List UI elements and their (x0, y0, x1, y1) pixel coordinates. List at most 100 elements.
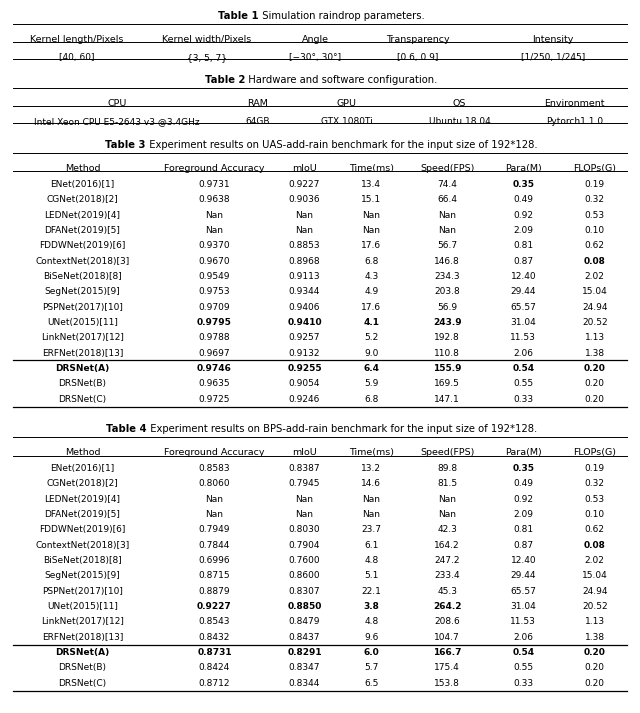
Text: ENet(2016)[1]: ENet(2016)[1] (51, 180, 115, 189)
Text: 4.1: 4.1 (364, 318, 380, 327)
Text: 1.13: 1.13 (585, 333, 605, 342)
Text: 5.9: 5.9 (364, 379, 378, 388)
Text: Nan: Nan (205, 510, 223, 519)
Text: 0.54: 0.54 (512, 364, 534, 373)
Text: 13.4: 13.4 (361, 180, 381, 189)
Text: 0.8850: 0.8850 (287, 602, 322, 611)
Text: 1.13: 1.13 (585, 617, 605, 626)
Text: ERFNet(2018)[13]: ERFNet(2018)[13] (42, 349, 124, 357)
Text: DFANet(2019)[5]: DFANet(2019)[5] (45, 226, 120, 235)
Text: CGNet(2018)[2]: CGNet(2018)[2] (47, 195, 118, 204)
Text: Transparency: Transparency (386, 35, 449, 43)
Text: 264.2: 264.2 (433, 602, 461, 611)
Text: 20.52: 20.52 (582, 318, 607, 327)
Text: 0.8543: 0.8543 (198, 617, 230, 626)
Text: 0.20: 0.20 (585, 663, 605, 672)
Text: 0.87: 0.87 (513, 540, 533, 550)
Text: Hardware and software configuration.: Hardware and software configuration. (243, 75, 438, 85)
Text: 0.8879: 0.8879 (198, 587, 230, 595)
Text: OS: OS (453, 99, 467, 108)
Text: Nan: Nan (205, 495, 223, 503)
Text: 6.4: 6.4 (364, 364, 380, 373)
Text: 0.35: 0.35 (512, 180, 534, 189)
Text: ContextNet(2018)[3]: ContextNet(2018)[3] (35, 257, 130, 265)
Text: 0.32: 0.32 (585, 195, 605, 204)
Text: LEDNet(2019)[4]: LEDNet(2019)[4] (45, 495, 120, 503)
Text: 14.6: 14.6 (361, 479, 381, 488)
Text: 11.53: 11.53 (510, 617, 536, 626)
Text: 0.62: 0.62 (585, 525, 605, 534)
Text: CGNet(2018)[2]: CGNet(2018)[2] (47, 479, 118, 488)
Text: 0.9709: 0.9709 (198, 302, 230, 312)
Text: FDDWNet(2019)[6]: FDDWNet(2019)[6] (39, 241, 125, 250)
Text: 9.0: 9.0 (364, 349, 378, 357)
Text: Table 3  Experiment results on UAS-add-rain benchmark for the input size of 192*: Table 3 Experiment results on UAS-add-ra… (0, 712, 1, 713)
Text: 2.09: 2.09 (513, 510, 533, 519)
Text: Nan: Nan (296, 210, 314, 220)
Text: [0.6, 0.9]: [0.6, 0.9] (397, 53, 438, 62)
Text: 192.8: 192.8 (435, 333, 460, 342)
Text: Nan: Nan (205, 226, 223, 235)
Text: Intensity: Intensity (532, 35, 573, 43)
Text: 166.7: 166.7 (433, 648, 461, 657)
Text: Table 1: Table 1 (218, 11, 259, 21)
Text: 0.9753: 0.9753 (198, 287, 230, 296)
Text: 22.1: 22.1 (361, 587, 381, 595)
Text: ERFNet(2018)[13]: ERFNet(2018)[13] (42, 632, 124, 642)
Text: 0.9227: 0.9227 (289, 180, 320, 189)
Text: 0.7904: 0.7904 (289, 540, 320, 550)
Text: 0.20: 0.20 (585, 679, 605, 687)
Text: 243.9: 243.9 (433, 318, 461, 327)
Text: 0.81: 0.81 (513, 525, 533, 534)
Text: Experiment results on UAS-add-rain benchmark for the input size of 192*128.: Experiment results on UAS-add-rain bench… (143, 140, 538, 150)
Text: Time(ms): Time(ms) (349, 448, 394, 457)
Text: 66.4: 66.4 (437, 195, 457, 204)
Text: 0.8715: 0.8715 (198, 571, 230, 580)
Text: PSPNet(2017)[10]: PSPNet(2017)[10] (42, 302, 123, 312)
Text: FLOPs(G): FLOPs(G) (573, 448, 616, 457)
Text: 0.7600: 0.7600 (289, 556, 320, 565)
Text: 0.32: 0.32 (585, 479, 605, 488)
Text: 0.9113: 0.9113 (289, 272, 320, 281)
Text: Intel Xeon CPU E5-2643 v3 @3.4GHz: Intel Xeon CPU E5-2643 v3 @3.4GHz (34, 117, 200, 126)
Text: Table 3: Table 3 (105, 140, 145, 150)
Text: 0.9036: 0.9036 (289, 195, 320, 204)
Text: 0.8432: 0.8432 (199, 632, 230, 642)
Text: Time(ms): Time(ms) (349, 164, 394, 173)
Text: 31.04: 31.04 (511, 318, 536, 327)
Text: mIoU: mIoU (292, 448, 317, 457)
Text: 0.8712: 0.8712 (198, 679, 230, 687)
Text: Table 2: Table 2 (205, 75, 245, 85)
Text: 42.3: 42.3 (437, 525, 457, 534)
Text: BiSeNet(2018)[8]: BiSeNet(2018)[8] (43, 272, 122, 281)
Text: 0.55: 0.55 (513, 379, 533, 388)
Text: 0.9227: 0.9227 (197, 602, 232, 611)
Text: ENet(2016)[1]: ENet(2016)[1] (51, 464, 115, 473)
Text: 0.9410: 0.9410 (287, 318, 322, 327)
Text: 12.40: 12.40 (511, 556, 536, 565)
Text: 0.92: 0.92 (513, 210, 533, 220)
Text: 1.38: 1.38 (585, 632, 605, 642)
Text: 2.09: 2.09 (513, 226, 533, 235)
Text: 0.9670: 0.9670 (198, 257, 230, 265)
Text: [1/250, 1/245]: [1/250, 1/245] (521, 53, 585, 62)
Text: 0.10: 0.10 (585, 226, 605, 235)
Text: 0.7945: 0.7945 (289, 479, 320, 488)
Text: GPU: GPU (337, 99, 356, 108)
Text: 0.8600: 0.8600 (289, 571, 320, 580)
Text: 29.44: 29.44 (511, 287, 536, 296)
Text: 12.40: 12.40 (511, 272, 536, 281)
Text: 56.7: 56.7 (437, 241, 458, 250)
Text: Table 4  Experiment results on BPS-add-rain benchmark for the input size of 192*: Table 4 Experiment results on BPS-add-ra… (0, 712, 1, 713)
Text: 0.20: 0.20 (585, 394, 605, 404)
Text: 0.35: 0.35 (512, 464, 534, 473)
Text: 4.3: 4.3 (364, 272, 378, 281)
Text: 153.8: 153.8 (435, 679, 460, 687)
Text: 24.94: 24.94 (582, 587, 607, 595)
Text: 169.5: 169.5 (435, 379, 460, 388)
Text: DRSNet(A): DRSNet(A) (56, 648, 109, 657)
Text: 0.9697: 0.9697 (198, 349, 230, 357)
Text: 31.04: 31.04 (511, 602, 536, 611)
Text: Nan: Nan (296, 510, 314, 519)
Text: 45.3: 45.3 (437, 587, 457, 595)
